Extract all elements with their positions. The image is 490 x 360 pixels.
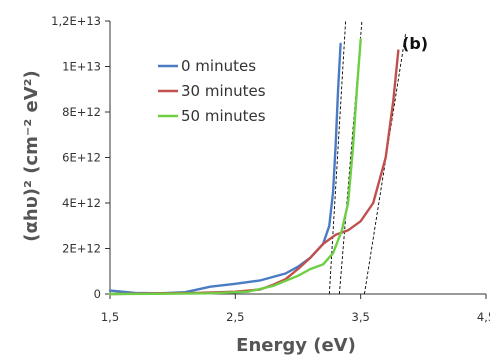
x-tick-label: 4,5 (477, 310, 490, 324)
series-line (108, 38, 362, 296)
y-ticks: 0 2E+12 4E+12 6E+12 8E+12 1E+13 1,2E+13 (51, 14, 110, 301)
y-tick-label: 1,2E+13 (51, 14, 101, 28)
legend-label: 50 minutes (181, 107, 266, 125)
y-tick-label: 4E+12 (62, 196, 101, 210)
y-tick-label: 6E+12 (62, 151, 101, 165)
x-axis-title: Energy (eV) (236, 335, 356, 356)
tangent-line (338, 20, 363, 295)
legend-label: 0 minutes (181, 57, 256, 75)
y-tick-label: 0 (94, 287, 101, 301)
panel-label: (b) (402, 34, 428, 53)
y-tick-label: 8E+12 (62, 105, 101, 119)
y-tick-label: 2E+12 (62, 242, 101, 256)
legend: 0 minutes 30 minutes 50 minutes (158, 57, 266, 125)
legend-label: 30 minutes (181, 82, 266, 100)
series-lines (108, 38, 400, 296)
y-axis-title: (αhυ)² (cm⁻² eV²) (21, 70, 42, 242)
x-tick-label: 2,5 (226, 310, 244, 324)
x-tick-label: 3,5 (352, 310, 370, 324)
x-ticks: 1,5 2,5 3,5 4,5 (101, 294, 490, 324)
y-tick-label: 1E+13 (62, 60, 101, 74)
tangent-line (328, 20, 347, 295)
x-tick-label: 1,5 (101, 310, 119, 324)
